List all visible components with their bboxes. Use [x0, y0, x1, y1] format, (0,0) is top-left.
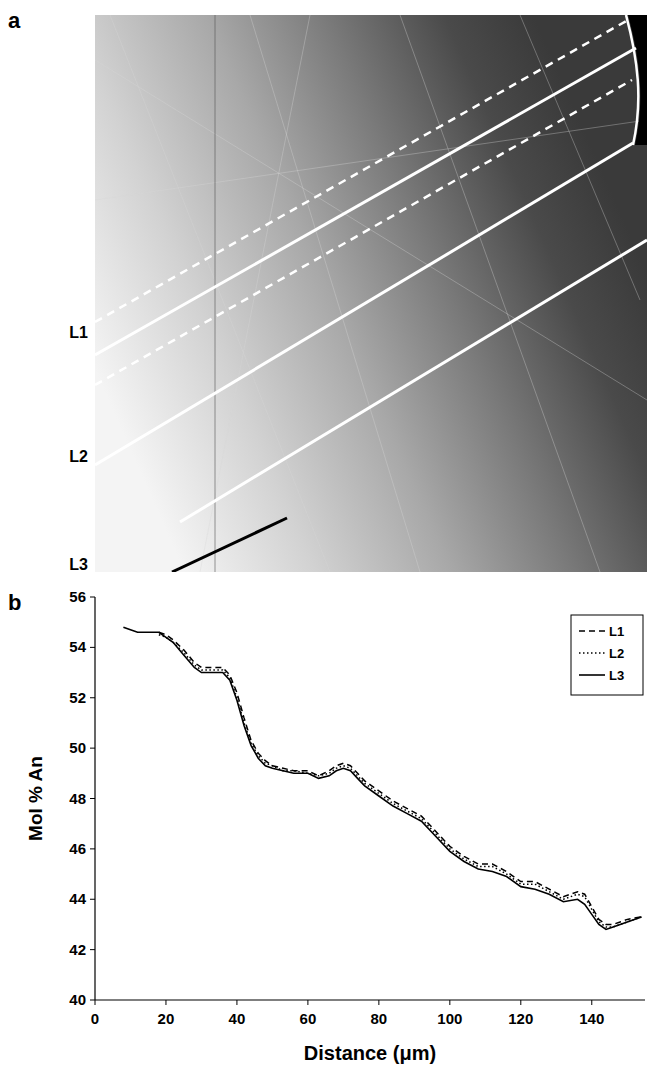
axes: 40 42 44 46 48 50 52 54 56 0 20 40 60 80 100 120 140: [69, 588, 645, 1027]
y-tick: [90, 899, 95, 900]
streak: [520, 15, 640, 300]
y-tick-label: 50: [69, 739, 86, 756]
y-tick-label: 56: [69, 588, 86, 605]
line-label: L2: [69, 448, 88, 465]
y-axis-title: Mol % An: [25, 756, 46, 841]
panel-letter: b: [8, 590, 21, 615]
x-tick-label: 80: [371, 1010, 388, 1027]
x-tick-label: 40: [229, 1010, 246, 1027]
legend-swatch: [579, 630, 605, 632]
legend-box: [571, 615, 643, 695]
image-background: [95, 15, 647, 572]
legend-label: L3: [609, 668, 624, 683]
x-tick-label: 140: [579, 1010, 604, 1027]
panel-letter: a: [8, 8, 21, 33]
traverse-bound: [95, 20, 628, 322]
x-tick: [165, 1000, 166, 1005]
streak: [110, 15, 330, 572]
x-tick-label: 60: [300, 1010, 317, 1027]
x-tick-label: 0: [91, 1010, 99, 1027]
micrograph: [95, 15, 647, 572]
x-tick: [378, 1000, 379, 1005]
x-tick: [591, 1000, 592, 1005]
x-axis-title: Distance (μm): [304, 1042, 436, 1064]
streak: [95, 120, 647, 200]
series-line: [159, 635, 642, 927]
y-tick: [90, 798, 95, 799]
y-tick-label: 40: [69, 991, 86, 1008]
x-tick-label: 100: [437, 1010, 462, 1027]
legend-swatch: [579, 674, 605, 676]
streak: [95, 60, 647, 400]
series-line: [159, 632, 642, 924]
x-tick: [95, 1000, 96, 1005]
y-tick-label: 44: [69, 890, 86, 907]
y-tick: [90, 697, 95, 698]
y-tick: [90, 949, 95, 950]
y-tick: [90, 848, 95, 849]
legend-swatch: [579, 652, 605, 654]
line-label: L3: [69, 556, 88, 573]
traverse-line: [180, 240, 647, 522]
y-tick: [90, 647, 95, 648]
y-tick: [90, 748, 95, 749]
crack: [172, 518, 287, 572]
traverse-line: [95, 143, 633, 465]
x-tick: [236, 1000, 237, 1005]
y-tick-label: 52: [69, 689, 86, 706]
x-tick-label: 20: [158, 1010, 175, 1027]
legend-label: L2: [609, 646, 624, 661]
streak: [215, 15, 216, 572]
y-tick-label: 46: [69, 840, 86, 857]
streak: [400, 15, 600, 572]
legend: L1 L2 L3: [571, 615, 643, 695]
rim-edge: [626, 15, 638, 145]
y-tick-label: 54: [69, 638, 86, 655]
figure: a L1 L2 L3 b 40 42 44 46 48 50 52 54 56 0 20 40 60 80 100 12…: [0, 0, 650, 1071]
x-tick: [307, 1000, 308, 1005]
x-tick: [520, 1000, 521, 1005]
plot-area: [123, 627, 641, 929]
traverse-bound: [95, 80, 632, 385]
traverse-line: [95, 48, 636, 355]
y-tick: [90, 1000, 95, 1001]
x-tick: [449, 1000, 450, 1005]
x-tick-label: 120: [508, 1010, 533, 1027]
streak: [250, 15, 420, 572]
line-label: L1: [69, 324, 88, 341]
y-tick-label: 42: [69, 941, 86, 958]
x-axis: [95, 999, 645, 1000]
series-line: [123, 627, 641, 929]
y-tick-label: 48: [69, 790, 86, 807]
legend-label: L1: [609, 624, 624, 639]
y-tick: [90, 597, 95, 598]
